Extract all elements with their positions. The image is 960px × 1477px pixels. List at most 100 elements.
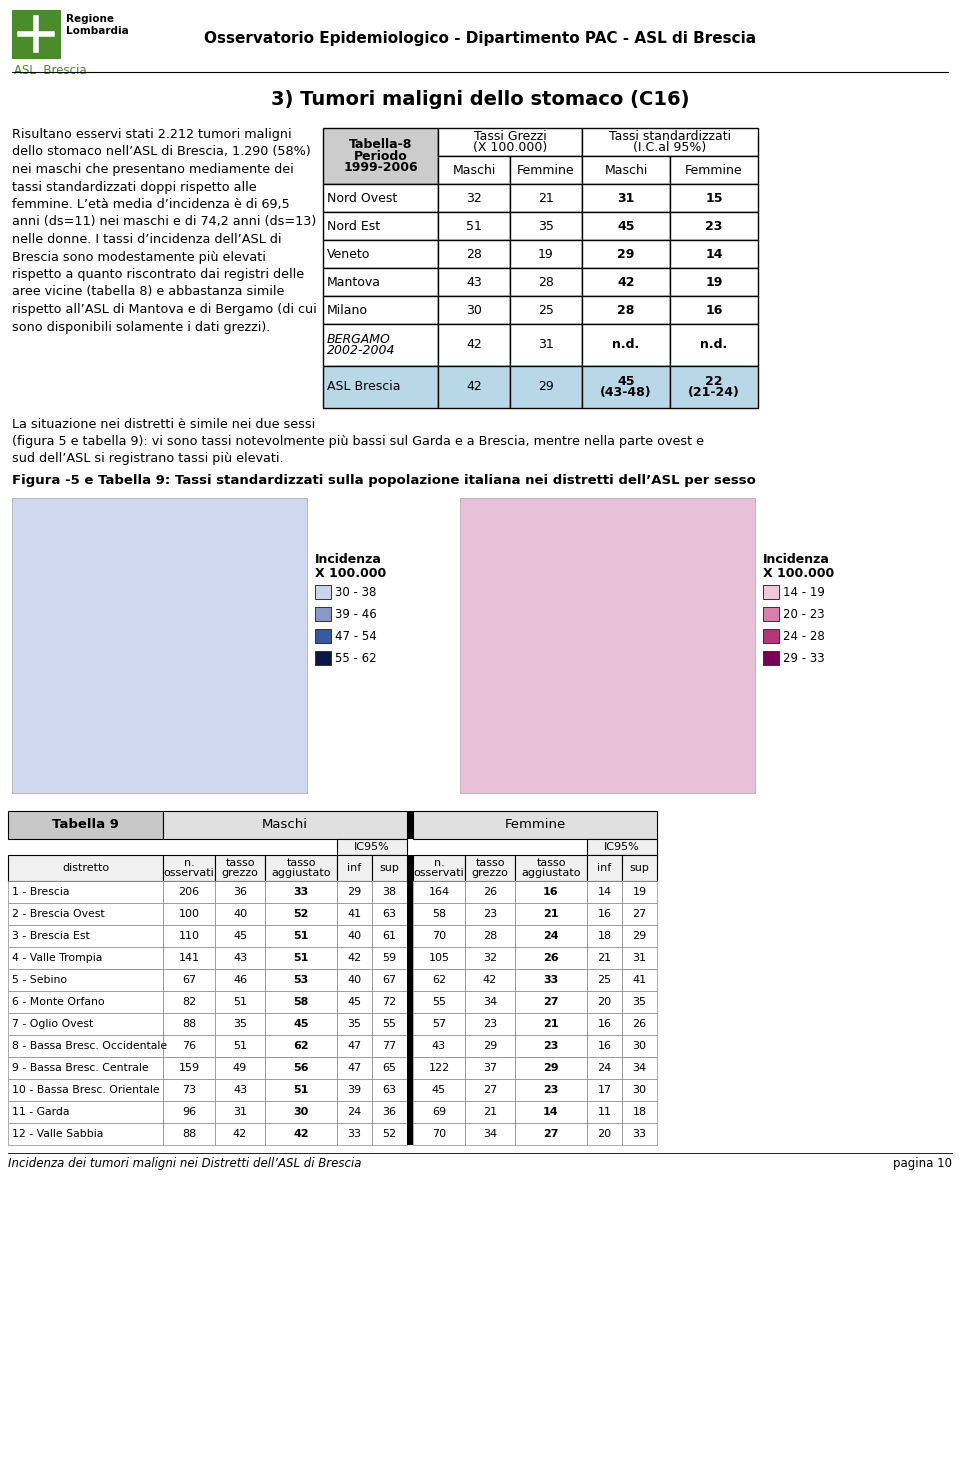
Bar <box>622 1035 657 1058</box>
Text: sup: sup <box>379 863 399 873</box>
Text: ASL Brescia: ASL Brescia <box>327 381 400 393</box>
Bar <box>413 1100 465 1123</box>
Bar <box>587 880 622 902</box>
Bar <box>510 213 582 239</box>
Text: Incidenza dei tumori maligni nei Distretti dell’ASL di Brescia: Incidenza dei tumori maligni nei Distret… <box>8 1156 362 1170</box>
Text: X 100.000: X 100.000 <box>315 567 386 580</box>
Text: 42: 42 <box>467 381 482 393</box>
Text: 141: 141 <box>179 953 200 963</box>
Text: 31: 31 <box>233 1106 247 1117</box>
Text: 35: 35 <box>633 997 646 1007</box>
Bar <box>265 925 337 947</box>
Bar <box>670 185 758 213</box>
Bar <box>323 239 438 267</box>
Bar <box>582 295 670 323</box>
Bar <box>337 902 372 925</box>
Text: 5 - Sebino: 5 - Sebino <box>12 975 67 985</box>
Bar <box>763 629 779 642</box>
Text: 45: 45 <box>432 1086 446 1094</box>
Bar <box>582 157 670 185</box>
Bar <box>407 1080 413 1100</box>
Text: 10 - Bassa Bresc. Orientale: 10 - Bassa Bresc. Orientale <box>12 1086 159 1094</box>
Bar <box>407 947 413 969</box>
Text: 20: 20 <box>597 997 612 1007</box>
Text: 45: 45 <box>617 220 635 232</box>
Text: 14: 14 <box>543 1106 559 1117</box>
Text: 18: 18 <box>597 931 612 941</box>
Bar <box>413 880 465 902</box>
Bar <box>265 969 337 991</box>
Text: 43: 43 <box>432 1041 446 1052</box>
Text: 9 - Bassa Bresc. Centrale: 9 - Bassa Bresc. Centrale <box>12 1063 149 1072</box>
Bar <box>163 902 215 925</box>
Bar <box>163 947 215 969</box>
Text: 88: 88 <box>181 1128 196 1139</box>
Bar <box>372 1080 407 1100</box>
Text: 21: 21 <box>597 953 612 963</box>
Bar <box>587 1080 622 1100</box>
Bar <box>407 1035 413 1058</box>
Text: 32: 32 <box>483 953 497 963</box>
Text: osservati: osservati <box>414 868 465 879</box>
Bar <box>265 880 337 902</box>
Text: 58: 58 <box>432 908 446 919</box>
Text: 88: 88 <box>181 1019 196 1029</box>
Text: Risultano esservi stati 2.212 tumori maligni: Risultano esservi stati 2.212 tumori mal… <box>12 128 292 140</box>
Text: 76: 76 <box>182 1041 196 1052</box>
Bar <box>407 991 413 1013</box>
Text: 35: 35 <box>538 220 554 232</box>
Bar <box>337 947 372 969</box>
Text: 72: 72 <box>382 997 396 1007</box>
Bar <box>515 855 587 880</box>
Text: 36: 36 <box>382 1106 396 1117</box>
Text: 23: 23 <box>483 908 497 919</box>
Text: 34: 34 <box>483 997 497 1007</box>
Text: (figura 5 e tabella 9): vi sono tassi notevolmente più bassi sul Garda e a Bresc: (figura 5 e tabella 9): vi sono tassi no… <box>12 436 704 448</box>
Bar <box>337 839 407 855</box>
Text: Incidenza: Incidenza <box>315 552 382 566</box>
Text: rispetto a quanto riscontrato dai registri delle: rispetto a quanto riscontrato dai regist… <box>12 267 304 281</box>
Bar <box>465 902 515 925</box>
Text: 51: 51 <box>294 1086 309 1094</box>
Bar <box>413 902 465 925</box>
Text: 23: 23 <box>543 1086 559 1094</box>
Text: X 100.000: X 100.000 <box>763 567 834 580</box>
Bar <box>265 1100 337 1123</box>
Text: 28: 28 <box>466 248 482 260</box>
Bar <box>510 267 582 295</box>
Bar <box>465 1123 515 1145</box>
Text: 45: 45 <box>233 931 247 941</box>
Text: 15: 15 <box>706 192 723 204</box>
Text: 62: 62 <box>293 1041 309 1052</box>
Bar <box>323 185 438 213</box>
Text: 23: 23 <box>706 220 723 232</box>
Bar <box>582 185 670 213</box>
Text: 57: 57 <box>432 1019 446 1029</box>
Bar <box>407 811 413 839</box>
Bar <box>413 991 465 1013</box>
Bar <box>215 1013 265 1035</box>
Text: 27: 27 <box>543 1128 559 1139</box>
Text: 45: 45 <box>293 1019 309 1029</box>
Text: Maschi: Maschi <box>604 164 648 176</box>
Text: 29: 29 <box>617 248 635 260</box>
Bar <box>8 991 163 1013</box>
Bar <box>407 925 413 947</box>
Bar <box>407 902 413 925</box>
Bar <box>670 366 758 408</box>
Text: 55 - 62: 55 - 62 <box>335 651 376 665</box>
Bar <box>515 925 587 947</box>
Text: nei maschi che presentano mediamente dei: nei maschi che presentano mediamente dei <box>12 162 294 176</box>
Text: 42: 42 <box>467 338 482 352</box>
Text: 63: 63 <box>382 1086 396 1094</box>
Text: 29 - 33: 29 - 33 <box>783 651 825 665</box>
Text: 28: 28 <box>483 931 497 941</box>
Text: tasso: tasso <box>226 858 254 868</box>
Bar <box>372 1013 407 1035</box>
Bar <box>215 855 265 880</box>
Bar <box>8 880 163 902</box>
Text: aree vicine (tabella 8) e abbastanza simile: aree vicine (tabella 8) e abbastanza sim… <box>12 285 284 298</box>
Text: 35: 35 <box>348 1019 362 1029</box>
Bar <box>438 323 510 366</box>
Text: 55: 55 <box>382 1019 396 1029</box>
